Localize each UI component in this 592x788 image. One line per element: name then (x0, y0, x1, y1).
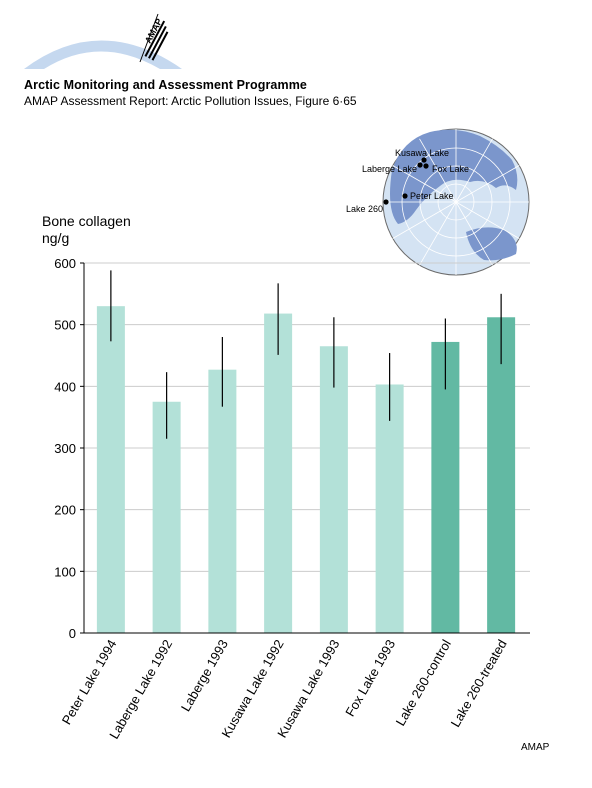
globe-land-greenland (470, 143, 490, 159)
x-tick-label: Peter Lake 1994 (59, 637, 120, 727)
globe-graticule (383, 129, 529, 275)
y-tick-label: 100 (54, 564, 76, 579)
map-site-label: Lake 260 (346, 204, 383, 214)
globe-meridian (455, 165, 520, 203)
y-axis-unit: ng/g (42, 230, 70, 246)
globe-meridian (392, 201, 457, 239)
map-site-dot (383, 199, 389, 205)
report-subtitle: AMAP Assessment Report: Arctic Pollution… (24, 94, 357, 108)
globe-meridian (419, 201, 457, 266)
logo-stroke (139, 13, 159, 63)
bar (96, 306, 125, 633)
x-tick-label: Laberge Lake 1992 (106, 637, 175, 742)
chart-gridlines (84, 262, 530, 572)
y-axis-ticks: 0 100 200 300 400 500 600 (54, 256, 84, 641)
x-tick-label: Kusawa Lake 1993 (274, 637, 342, 740)
bar (431, 341, 460, 633)
globe-meridian (455, 201, 520, 239)
y-tick-label: 400 (54, 379, 76, 394)
chart-bars (96, 306, 516, 633)
y-tick-label: 600 (54, 256, 76, 271)
chart-error-bars (110, 270, 502, 439)
logo-small-lines (144, 20, 169, 61)
map-site-label: Laberge Lake (362, 164, 417, 174)
amap-logo: AMAP (24, 13, 182, 69)
map-site-label: Kusawa Lake (395, 148, 449, 158)
bar (487, 317, 516, 633)
bar (375, 384, 404, 633)
x-tick-label: Lake 260-treated (448, 637, 510, 730)
map-site-label: Peter Lake (410, 191, 454, 201)
report-title: Arctic Monitoring and Assessment Program… (24, 78, 307, 92)
y-tick-label: 300 (54, 441, 76, 456)
bar (319, 346, 348, 633)
logo-arc-shape (24, 40, 182, 69)
y-tick-label: 500 (54, 318, 76, 333)
inset-globe-map: Kusawa Lake Laberge Lake Fox Lake Peter Lak… (346, 128, 530, 276)
bar (208, 369, 237, 633)
map-site-dot (402, 193, 408, 199)
map-site-label: Fox Lake (432, 164, 469, 174)
y-tick-label: 200 (54, 503, 76, 518)
globe-meridian (419, 138, 457, 203)
globe-meridian (455, 138, 493, 203)
globe-meridian (392, 165, 457, 203)
map-site-markers: Kusawa Lake Laberge Lake Fox Lake Peter Lak… (346, 148, 469, 214)
x-tick-label: Lake 260-control (393, 637, 454, 728)
bar (152, 401, 181, 633)
x-tick-label: Kusawa Lake 1992 (218, 637, 286, 740)
map-site-dot (423, 163, 429, 169)
globe-meridian (455, 201, 493, 266)
x-tick-label: Fox Lake 1993 (342, 637, 398, 719)
map-site-dot (417, 162, 423, 168)
y-axis-label: Bone collagen (42, 213, 131, 229)
y-tick-label: 0 (69, 626, 76, 641)
map-site-dot (421, 157, 427, 163)
x-tick-label: Laberge 1993 (178, 637, 231, 714)
bar (264, 313, 293, 633)
credit-label: AMAP (521, 742, 550, 753)
globe-land-eurasia (466, 227, 517, 261)
